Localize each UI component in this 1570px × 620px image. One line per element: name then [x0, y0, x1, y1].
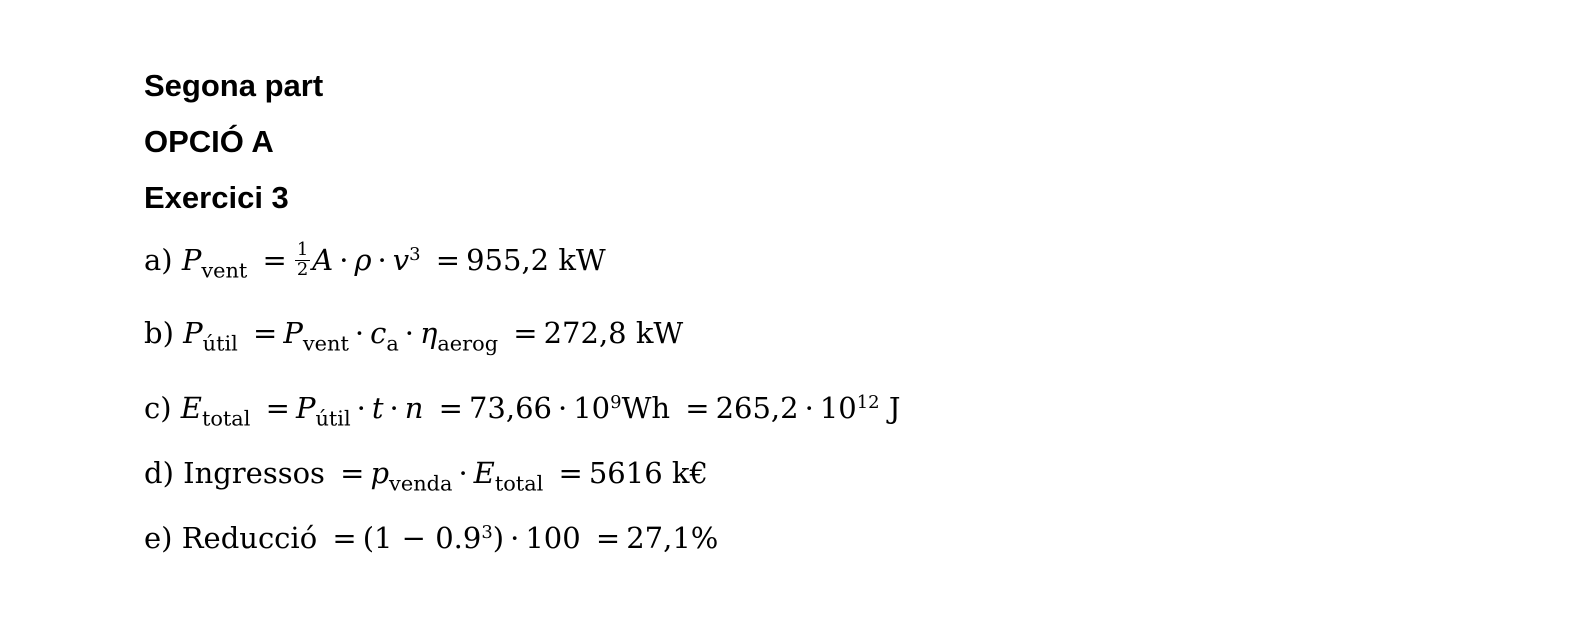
- equals-sign: =: [558, 456, 583, 490]
- symbol-p: P: [283, 316, 303, 350]
- result-value: 955,2 kW: [466, 243, 606, 277]
- dot-operator: ·: [339, 243, 349, 277]
- symbol-eta: η: [419, 316, 438, 350]
- symbol-c: c: [370, 316, 387, 350]
- fraction-denominator: 2: [296, 258, 309, 280]
- equation-e: e) Reducció = (1 − 0.93) · 100 = 27,1%: [144, 518, 718, 558]
- subscript-util: útil: [315, 406, 351, 431]
- equation-b: b) Pútil = Pvent · ca · ηaerog = 272,8 kW: [144, 313, 684, 356]
- word-ingressos: Ingressos: [183, 456, 325, 490]
- result-value: 272,8 kW: [543, 316, 684, 350]
- symbol-p: P: [183, 316, 203, 350]
- unit-j: J: [888, 391, 901, 425]
- word-reduccio: Reducció: [181, 521, 318, 555]
- equation-label: e): [144, 521, 173, 555]
- exponent-12: 12: [856, 392, 880, 414]
- equation-label: c): [144, 391, 172, 425]
- result-value: 5616 k€: [588, 456, 708, 490]
- dot-operator: ·: [404, 316, 414, 350]
- section-heading-option: OPCIÓ A: [144, 124, 274, 159]
- section-heading-part: Segona part: [144, 68, 324, 103]
- equals-sign: =: [265, 391, 290, 425]
- subscript-aerog: aerog: [437, 331, 499, 356]
- dot-operator: ·: [389, 391, 399, 425]
- subscript-total: total: [201, 406, 251, 431]
- equals-sign: =: [685, 391, 710, 425]
- symbol-p: P: [295, 391, 316, 425]
- equals-sign: =: [253, 316, 278, 350]
- result-value: 27,1%: [626, 521, 719, 555]
- symbol-p-lower: p: [370, 456, 390, 490]
- subscript-vent: vent: [302, 331, 349, 356]
- equals-sign: =: [435, 243, 461, 277]
- dot-operator: ·: [354, 316, 365, 350]
- dot-operator: ·: [510, 521, 520, 555]
- expression-open: (1 − 0.9: [362, 521, 482, 555]
- equals-sign: =: [595, 521, 621, 555]
- power-of-ten: 10: [819, 391, 857, 425]
- subscript-util: útil: [202, 331, 238, 356]
- section-heading-exercise: Exercici 3: [144, 180, 289, 215]
- unit-wh: Wh: [621, 391, 671, 425]
- equation-label: d): [144, 456, 174, 490]
- equals-sign: =: [340, 456, 365, 490]
- subscript-venda: venda: [389, 471, 453, 496]
- equation-a: a) Pvent = 1 2 A · ρ · v3 = 955,2 kW: [144, 240, 606, 281]
- subscript-total: total: [494, 471, 544, 496]
- fraction-numerator: 1: [294, 238, 311, 261]
- value-energy-j: 265,2: [715, 391, 799, 425]
- symbol-n: n: [404, 391, 424, 425]
- dot-operator: ·: [558, 391, 568, 425]
- dot-operator: ·: [377, 243, 387, 277]
- equals-sign: =: [332, 521, 357, 555]
- exponent-3: 3: [481, 522, 493, 544]
- equation-label: a): [144, 243, 173, 277]
- equals-sign: =: [262, 243, 287, 277]
- dot-operator: ·: [804, 391, 814, 425]
- value-hundred: 100: [525, 521, 581, 555]
- subscript-vent: vent: [201, 258, 248, 283]
- value-energy-wh: 73,66: [468, 391, 552, 425]
- exponent-3: 3: [409, 244, 421, 266]
- symbol-a: A: [312, 243, 334, 277]
- symbol-p: P: [181, 243, 202, 277]
- symbol-rho: ρ: [354, 243, 372, 277]
- equation-d: d) Ingressos = pvenda · Etotal = 5616 k€: [144, 453, 708, 496]
- expression-close: ): [492, 521, 505, 555]
- subscript-a: a: [386, 331, 399, 356]
- equals-sign: =: [513, 316, 538, 350]
- exponent-9: 9: [610, 392, 622, 414]
- power-of-ten: 10: [573, 391, 611, 425]
- equals-sign: =: [438, 391, 463, 425]
- equation-label: b): [144, 316, 174, 350]
- dot-operator: ·: [356, 391, 366, 425]
- symbol-v: v: [392, 243, 410, 277]
- symbol-t: t: [371, 391, 384, 425]
- symbol-e: E: [473, 456, 495, 490]
- symbol-e: E: [180, 391, 202, 425]
- dot-operator: ·: [458, 456, 468, 490]
- equation-c: c) Etotal = Pútil · t · n = 73,66 · 109Wh = 265,2…: [144, 388, 901, 431]
